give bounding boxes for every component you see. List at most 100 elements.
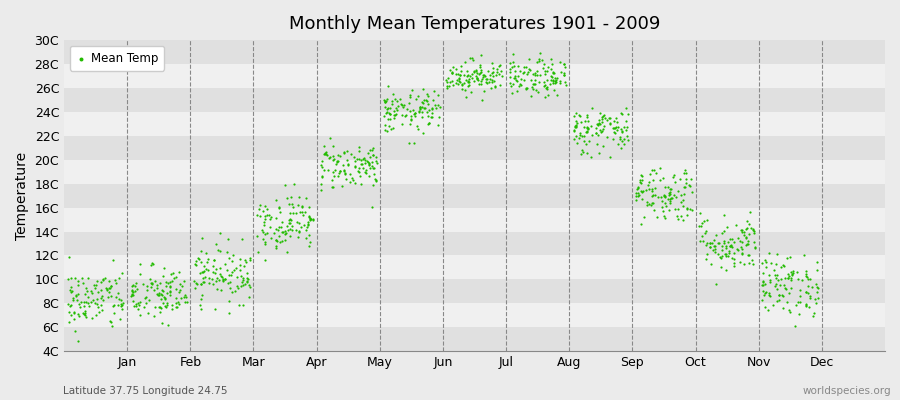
- Mean Temp: [202, 280, 216, 286]
- Mean Temp: [72, 301, 86, 308]
- Mean Temp: [425, 106, 439, 113]
- Mean Temp: [544, 56, 558, 62]
- Mean Temp: [445, 69, 459, 75]
- Mean Temp: [88, 300, 103, 307]
- Mean Temp: [646, 207, 661, 214]
- Mean Temp: [595, 128, 609, 134]
- Mean Temp: [280, 223, 294, 230]
- Mean Temp: [774, 292, 788, 299]
- Mean Temp: [115, 302, 130, 309]
- Mean Temp: [296, 212, 310, 218]
- Mean Temp: [380, 109, 394, 115]
- Mean Temp: [712, 240, 726, 246]
- Mean Temp: [280, 248, 294, 255]
- Mean Temp: [651, 194, 665, 201]
- Mean Temp: [503, 60, 517, 66]
- Mean Temp: [404, 113, 419, 120]
- Mean Temp: [685, 188, 699, 195]
- Mean Temp: [94, 278, 108, 285]
- Mean Temp: [719, 224, 733, 230]
- Mean Temp: [777, 263, 791, 269]
- Mean Temp: [685, 207, 699, 214]
- Mean Temp: [377, 122, 392, 128]
- Mean Temp: [129, 303, 143, 309]
- Mean Temp: [171, 298, 185, 305]
- Mean Temp: [589, 130, 603, 137]
- Mean Temp: [326, 153, 340, 159]
- Mean Temp: [428, 102, 443, 108]
- Mean Temp: [768, 272, 782, 278]
- Mean Temp: [432, 104, 446, 110]
- Mean Temp: [784, 268, 798, 275]
- Mean Temp: [242, 284, 256, 290]
- Mean Temp: [714, 255, 728, 262]
- Mean Temp: [493, 82, 508, 88]
- Mean Temp: [768, 282, 782, 289]
- Mean Temp: [492, 71, 507, 77]
- Bar: [64, 160, 885, 184]
- Mean Temp: [389, 111, 403, 117]
- Mean Temp: [337, 149, 351, 156]
- Mean Temp: [780, 299, 795, 306]
- Mean Temp: [645, 167, 660, 174]
- Mean Temp: [144, 260, 158, 267]
- Mean Temp: [740, 218, 754, 224]
- Mean Temp: [647, 167, 662, 173]
- Mean Temp: [591, 132, 606, 138]
- Mean Temp: [786, 270, 800, 276]
- Mean Temp: [477, 88, 491, 94]
- Mean Temp: [148, 278, 162, 284]
- Mean Temp: [115, 306, 130, 312]
- Mean Temp: [77, 303, 92, 309]
- Mean Temp: [138, 295, 152, 301]
- Mean Temp: [329, 158, 344, 164]
- Mean Temp: [558, 79, 572, 85]
- Mean Temp: [532, 58, 546, 64]
- Mean Temp: [591, 120, 606, 126]
- Mean Temp: [740, 241, 754, 248]
- Mean Temp: [756, 278, 770, 284]
- Mean Temp: [567, 127, 581, 134]
- Mean Temp: [518, 86, 533, 92]
- Mean Temp: [526, 81, 540, 87]
- Mean Temp: [269, 245, 284, 252]
- Mean Temp: [326, 184, 340, 190]
- Mean Temp: [338, 170, 352, 176]
- Mean Temp: [291, 202, 305, 208]
- Mean Temp: [194, 292, 209, 298]
- Mean Temp: [366, 182, 381, 188]
- Mean Temp: [357, 155, 372, 161]
- Mean Temp: [112, 296, 126, 302]
- Mean Temp: [90, 295, 104, 302]
- Mean Temp: [348, 180, 363, 186]
- Mean Temp: [253, 202, 267, 209]
- Mean Temp: [328, 167, 343, 173]
- Mean Temp: [376, 112, 391, 119]
- Mean Temp: [608, 124, 623, 130]
- Mean Temp: [258, 203, 273, 209]
- Mean Temp: [471, 76, 485, 83]
- Mean Temp: [132, 302, 147, 308]
- Mean Temp: [603, 120, 617, 126]
- Mean Temp: [380, 128, 394, 134]
- Mean Temp: [215, 274, 230, 280]
- Mean Temp: [771, 277, 786, 284]
- Mean Temp: [172, 300, 186, 307]
- Mean Temp: [482, 79, 497, 86]
- Mean Temp: [533, 71, 547, 78]
- Mean Temp: [163, 292, 177, 298]
- Mean Temp: [153, 280, 167, 286]
- Mean Temp: [319, 148, 333, 155]
- Mean Temp: [452, 75, 466, 81]
- Mean Temp: [567, 127, 581, 134]
- Mean Temp: [595, 114, 609, 120]
- Mean Temp: [662, 200, 677, 206]
- Mean Temp: [566, 136, 580, 143]
- Mean Temp: [545, 77, 560, 84]
- Mean Temp: [330, 151, 345, 158]
- Mean Temp: [89, 312, 104, 318]
- Mean Temp: [574, 133, 589, 139]
- Mean Temp: [446, 82, 460, 89]
- Mean Temp: [94, 293, 109, 300]
- Mean Temp: [657, 193, 671, 200]
